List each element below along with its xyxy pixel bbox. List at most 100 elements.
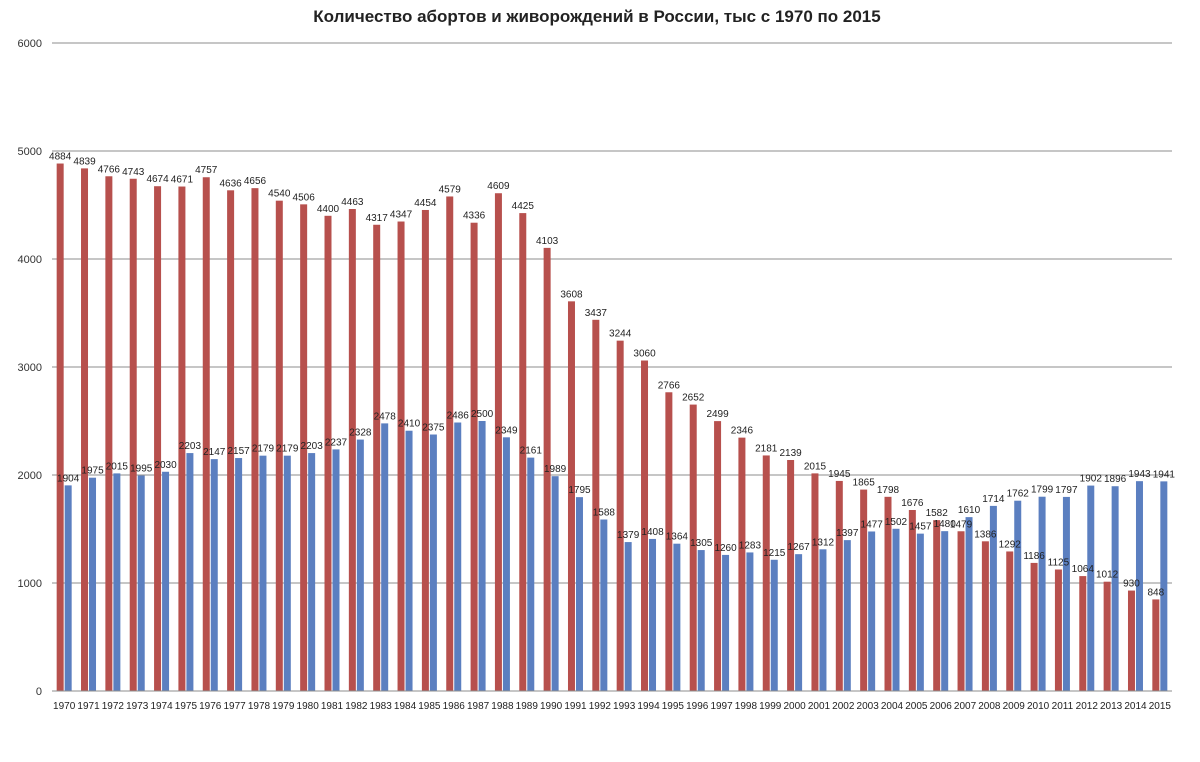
- bar-series-1: [275, 200, 283, 691]
- bar-series-2: [575, 497, 583, 691]
- x-tick-label: 1992: [589, 701, 612, 712]
- data-label: 1379: [617, 530, 640, 541]
- data-label: 1610: [958, 505, 981, 516]
- data-label: 1989: [544, 464, 567, 475]
- x-tick-label: 1996: [686, 701, 709, 712]
- bar-series-2: [527, 457, 535, 691]
- data-label: 1941: [1153, 469, 1176, 480]
- bar-series-2: [795, 554, 803, 691]
- x-tick-label: 1978: [248, 701, 271, 712]
- bar-series-1: [1079, 576, 1087, 691]
- x-tick-label: 2003: [857, 701, 880, 712]
- data-label: 4336: [463, 211, 486, 222]
- data-label: 3437: [585, 308, 608, 319]
- bar-series-1: [933, 520, 941, 691]
- bar-series-2: [356, 439, 364, 691]
- data-label: 1292: [999, 539, 1022, 550]
- y-tick-label: 0: [36, 686, 42, 698]
- bar-series-2: [186, 453, 194, 691]
- x-tick-label: 1971: [77, 701, 100, 712]
- data-label: 2500: [471, 409, 494, 420]
- bar-series-2: [673, 543, 681, 691]
- y-tick-label: 5000: [18, 146, 42, 158]
- bar-series-1: [227, 190, 235, 691]
- x-tick-label: 2011: [1052, 701, 1074, 712]
- data-label: 2328: [349, 428, 372, 439]
- y-axis-ticks: 0 1000 2000 3000 4000 5000 6000: [18, 38, 42, 698]
- x-tick-label: 2009: [1003, 701, 1026, 712]
- data-label: 4400: [317, 204, 340, 215]
- bar-series-2: [843, 540, 851, 691]
- data-label: 2015: [106, 461, 129, 472]
- bar-series-1: [1127, 590, 1135, 691]
- bar-series-1: [56, 163, 64, 691]
- bar-series-1: [981, 541, 989, 691]
- data-label: 1312: [812, 537, 835, 548]
- data-label: 1012: [1096, 570, 1119, 581]
- bar-series-2: [113, 473, 121, 691]
- x-tick-label: 1976: [199, 701, 222, 712]
- bar-series-1: [665, 392, 673, 691]
- x-tick-label: 1977: [223, 701, 246, 712]
- bar-series-2: [308, 453, 316, 691]
- data-label: 1480: [934, 519, 957, 530]
- bar-series-2: [210, 459, 218, 691]
- bar-series-1: [616, 340, 624, 691]
- bar-series-2: [722, 554, 730, 691]
- data-label: 4743: [122, 167, 145, 178]
- bar-series-1: [324, 215, 332, 692]
- bar-series-2: [746, 552, 754, 691]
- bar-series-2: [405, 430, 413, 691]
- bar-series-2: [162, 471, 170, 691]
- bar-series-1: [714, 421, 722, 691]
- bar-series-2: [916, 533, 924, 691]
- data-label: 4317: [366, 213, 389, 224]
- data-label: 3608: [560, 289, 583, 300]
- bar-series-2: [819, 549, 827, 691]
- x-tick-label: 1993: [613, 701, 636, 712]
- x-tick-label: 2008: [978, 701, 1001, 712]
- x-tick-label: 1974: [150, 701, 173, 712]
- data-label: 2157: [227, 446, 250, 457]
- data-label: 1676: [901, 498, 924, 509]
- bar-series-2: [649, 538, 657, 691]
- data-label: 4579: [439, 184, 462, 195]
- bar-series-2: [1160, 481, 1168, 691]
- bar-series-1: [641, 360, 649, 691]
- data-label: 2486: [447, 411, 470, 422]
- data-label: 1260: [714, 543, 737, 554]
- bar-series-2: [332, 449, 340, 691]
- data-label: 1714: [982, 494, 1005, 505]
- y-tick-label: 3000: [18, 362, 42, 374]
- data-label: 2203: [179, 441, 202, 452]
- data-label: 4540: [268, 189, 291, 200]
- data-label: 2766: [658, 380, 681, 391]
- bar-series-2: [1014, 500, 1022, 691]
- data-label: 4506: [293, 192, 316, 203]
- bar-series-2: [989, 505, 997, 691]
- bar-series-2: [429, 434, 437, 691]
- bar-series-2: [1087, 485, 1095, 691]
- data-label: 2179: [252, 444, 275, 455]
- x-tick-label: 1982: [345, 701, 368, 712]
- bar-series-2: [1062, 496, 1070, 691]
- data-label: 1902: [1080, 474, 1103, 485]
- data-label: 4347: [390, 210, 413, 221]
- chart-title: Количество абортов и живорождений в Росс…: [313, 7, 880, 26]
- x-tick-label: 2013: [1100, 701, 1123, 712]
- bar-series-1: [860, 489, 868, 691]
- x-tick-label: 1975: [175, 701, 198, 712]
- data-label: 1477: [861, 519, 884, 530]
- x-tick-label: 1998: [735, 701, 758, 712]
- x-tick-label: 2005: [905, 701, 928, 712]
- x-tick-label: 2006: [930, 701, 953, 712]
- bar-series-2: [502, 437, 510, 691]
- bar-series-1: [81, 168, 89, 691]
- bar-series-2: [89, 477, 97, 691]
- data-label: 930: [1123, 579, 1140, 590]
- data-label: 4766: [98, 164, 121, 175]
- data-label: 3060: [633, 349, 656, 360]
- data-label: 2346: [731, 426, 754, 437]
